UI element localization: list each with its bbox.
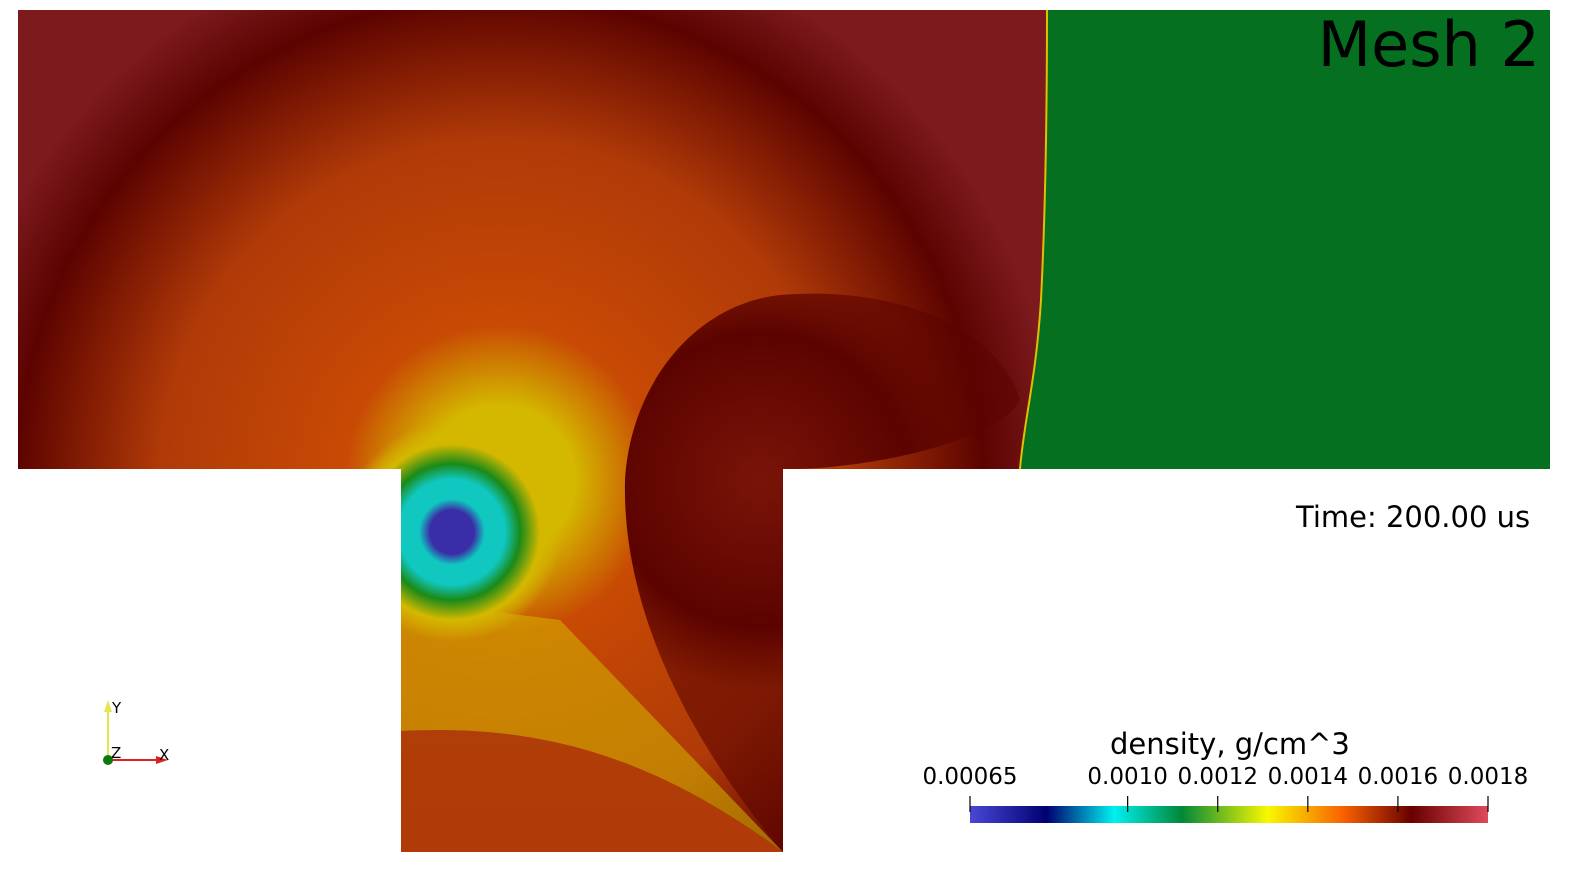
colorbar-tick-label: 0.0014 bbox=[1267, 764, 1349, 790]
view-title: Mesh 2 bbox=[1317, 8, 1540, 81]
z-axis-dot bbox=[103, 755, 113, 765]
y-axis-label: Y bbox=[111, 699, 122, 717]
shock-front-line bbox=[1019, 10, 1048, 470]
z-axis-label: Z bbox=[111, 744, 121, 762]
y-axis-arrow bbox=[104, 700, 112, 712]
colorbar-tick-label: 0.0016 bbox=[1357, 764, 1439, 790]
x-axis-label: X bbox=[159, 746, 169, 764]
colorbar-bar bbox=[970, 806, 1488, 823]
unshocked-region bbox=[1020, 10, 1550, 469]
colorbar-tick-label: 0.0012 bbox=[1177, 764, 1258, 790]
colorbar bbox=[969, 796, 1489, 823]
secondary-shock-wave bbox=[624, 293, 1020, 852]
time-label: Time: 200.00 us bbox=[1296, 500, 1531, 534]
colorbar-tick-label: 0.0010 bbox=[1087, 764, 1168, 790]
bottom-reflected-region bbox=[401, 730, 783, 852]
axes-triad: Y Z X bbox=[103, 699, 169, 765]
x-axis-arrow bbox=[156, 756, 168, 764]
vortex-core bbox=[342, 422, 562, 642]
colorbar-ticks bbox=[969, 796, 1489, 812]
colorbar-tick-label: 0.0018 bbox=[1447, 764, 1529, 790]
yellow-wedge bbox=[401, 600, 783, 852]
colorbar-title: density, g/cm^3 bbox=[1110, 727, 1350, 761]
colorbar-tick-label: 0.00065 bbox=[922, 764, 1018, 790]
